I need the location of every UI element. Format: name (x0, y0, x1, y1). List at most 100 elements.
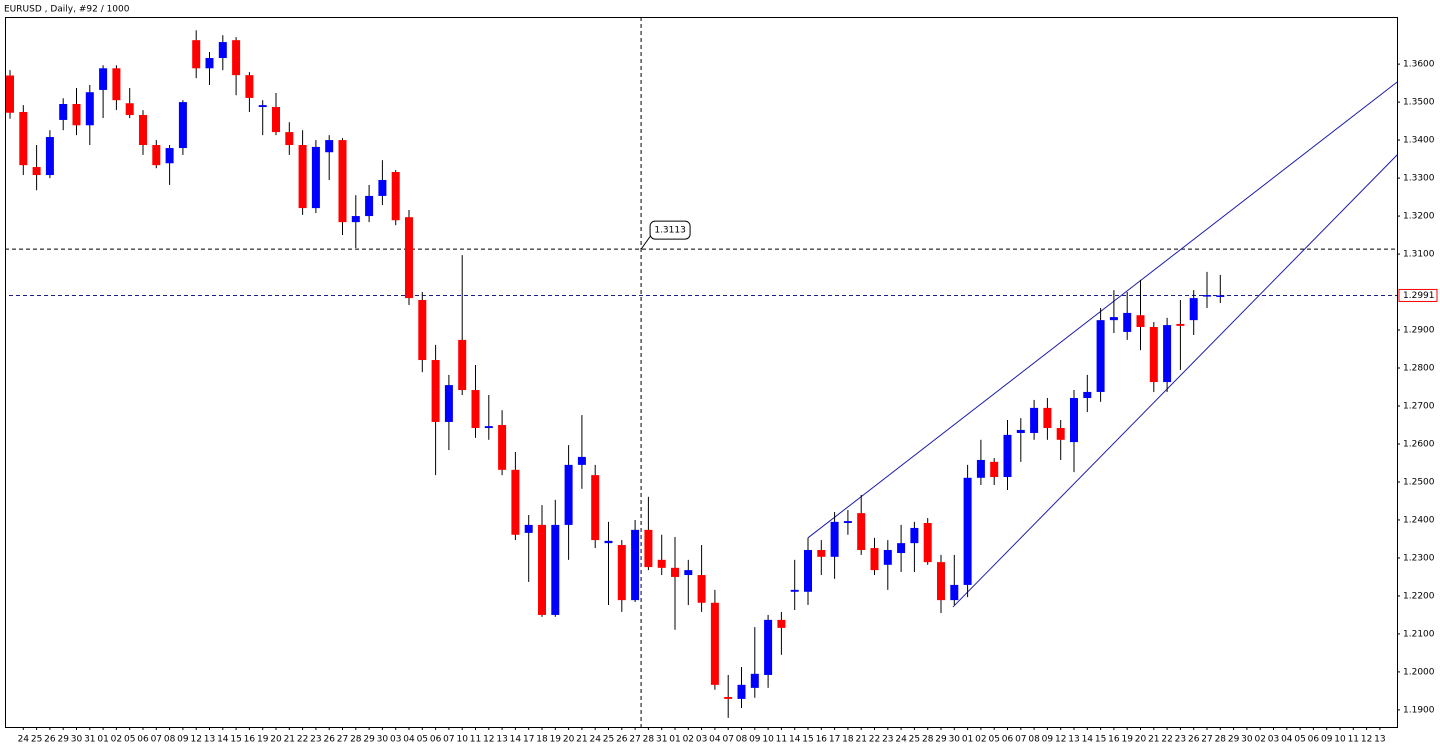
candle-body (1123, 312, 1132, 332)
candle-body (19, 111, 28, 166)
x-tick-label: 28 (350, 735, 362, 745)
y-tick-label: 1.3600 (1403, 60, 1435, 70)
candle-body (1096, 320, 1105, 392)
candle-body (923, 523, 932, 563)
candle-body (6, 75, 14, 113)
candle-body (883, 549, 892, 565)
candle-body (45, 137, 54, 176)
candle-body (644, 529, 653, 568)
candle-body (817, 549, 826, 557)
plot-frame (5, 17, 1398, 728)
x-tick-label: 29 (935, 735, 947, 745)
x-tick-label: 25 (603, 735, 614, 745)
x-tick-label: 26 (323, 735, 335, 745)
x-tick-label: 29 (363, 735, 375, 745)
x-tick-label: 13 (1068, 735, 1079, 745)
candle-body (1043, 407, 1052, 429)
candle-body (1030, 407, 1039, 433)
candle-body (990, 461, 999, 478)
x-tick-label: 16 (244, 735, 256, 745)
candle-body (538, 524, 546, 615)
candle-body (431, 360, 440, 422)
x-tick-label: 27 (629, 735, 640, 745)
x-tick-label: 11 (470, 735, 481, 745)
x-tick-label: 06 (137, 735, 149, 745)
candle-body (910, 527, 919, 544)
candle-body (804, 549, 812, 592)
candle-body (232, 40, 241, 76)
x-tick-label: 20 (563, 735, 575, 745)
x-tick-label: 03 (1268, 735, 1279, 745)
x-tick-label: 02 (1254, 735, 1265, 745)
x-tick-label: 21 (576, 735, 587, 745)
candle-body (937, 562, 945, 601)
x-tick-label: 15 (230, 735, 241, 745)
candle-body (205, 58, 214, 69)
x-tick-label: 18 (842, 735, 854, 745)
candle-body (724, 696, 733, 699)
candle-body (192, 40, 201, 69)
y-tick-label: 1.3400 (1403, 136, 1435, 146)
x-tick-label: 03 (390, 735, 401, 745)
y-tick-label: 1.2900 (1403, 326, 1435, 336)
candle-body (165, 148, 174, 164)
crosshair-pointer (640, 234, 652, 250)
x-tick-label: 20 (270, 735, 282, 745)
x-tick-label: 07 (1015, 735, 1026, 745)
x-tick-label: 24 (589, 735, 601, 745)
y-tick-label: 1.1900 (1403, 705, 1435, 715)
x-tick-label: 10 (1334, 735, 1346, 745)
candle-body (1163, 325, 1172, 383)
x-tick-label: 21 (284, 735, 295, 745)
candle-body (963, 477, 972, 585)
x-tick-label: 18 (536, 735, 548, 745)
price-label: 1.2991 (1403, 291, 1435, 301)
candle-body (139, 115, 147, 146)
x-tick-label: 24 (895, 735, 907, 745)
x-tick-label: 05 (124, 735, 135, 745)
candle-body (218, 42, 227, 59)
y-tick-label: 1.2600 (1403, 439, 1435, 449)
candle-body (1003, 434, 1012, 478)
x-tick-label: 09 (1321, 735, 1333, 745)
candle-body (1136, 315, 1145, 327)
candle-body (471, 390, 480, 429)
x-tick-label: 09 (749, 735, 761, 745)
candle-body (710, 602, 719, 685)
x-tick-label: 04 (709, 735, 721, 745)
candle-body (1016, 429, 1025, 433)
candle-body (671, 567, 679, 577)
y-tick-label: 1.2800 (1403, 364, 1435, 374)
candle-body (498, 424, 507, 470)
candle-body (59, 103, 68, 120)
x-tick-label: 27 (337, 735, 348, 745)
x-tick-label: 22 (1161, 735, 1172, 745)
x-tick-label: 23 (1175, 735, 1186, 745)
x-tick-label: 27 (1201, 735, 1212, 745)
candle-body (458, 339, 467, 391)
candle-body (830, 521, 839, 557)
candle-body (378, 179, 387, 196)
y-tick-label: 1.2100 (1403, 629, 1435, 639)
candle-body (1176, 323, 1185, 326)
x-tick-label: 17 (829, 735, 840, 745)
x-tick-label: 11 (776, 735, 787, 745)
candle-body (1109, 317, 1118, 321)
candle-body (1083, 391, 1092, 399)
x-tick-label: 10 (456, 735, 468, 745)
candle-body (524, 524, 533, 533)
candle-body (99, 68, 108, 90)
x-tick-label: 26 (1188, 735, 1200, 745)
x-tick-label: 12 (190, 735, 201, 745)
x-tick-label: 09 (177, 735, 189, 745)
x-tick-label: 14 (789, 735, 801, 745)
candle-body (750, 673, 759, 688)
x-tick-label: 01 (97, 735, 108, 745)
candle-body (737, 684, 746, 699)
y-tick-label: 1.3300 (1403, 174, 1435, 184)
x-tick-label: 30 (71, 735, 83, 745)
x-tick-label: 21 (1148, 735, 1159, 745)
x-tick-label: 24 (18, 735, 30, 745)
candle-body (405, 217, 413, 299)
candle-body (1203, 295, 1211, 297)
